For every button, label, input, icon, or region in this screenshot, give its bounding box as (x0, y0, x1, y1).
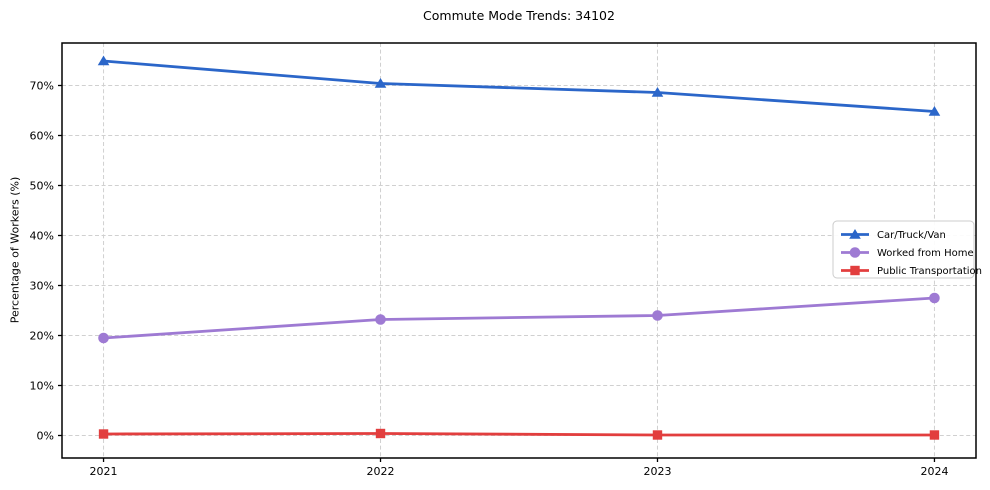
legend-label: Car/Truck/Van (877, 230, 946, 241)
square-marker (929, 430, 940, 440)
tick-label: 10% (30, 380, 54, 393)
tick-label: 60% (30, 130, 54, 143)
tick-label: 70% (30, 80, 54, 93)
legend-entry: Public Transportation (841, 265, 982, 277)
circle-marker (375, 314, 386, 325)
triangle-marker (651, 87, 664, 97)
circle-marker (849, 247, 861, 258)
series-line (102, 59, 936, 113)
tick-label: 2023 (643, 465, 671, 478)
square-marker (850, 265, 860, 276)
square-marker (652, 430, 663, 440)
chart-title: Commute Mode Trends: 34102 (423, 8, 615, 23)
series-line (102, 432, 936, 437)
legend-entry: Car/Truck/Van (841, 229, 946, 241)
tick-label: 30% (30, 280, 54, 293)
triangle-marker (374, 78, 387, 88)
series-line (102, 296, 936, 340)
square-marker (375, 428, 386, 439)
plot-frame (61, 42, 977, 459)
tick-label: 40% (30, 230, 54, 243)
legend-label: Worked from Home (877, 248, 974, 259)
series-public-transportation (98, 428, 940, 440)
legend-label: Public Transportation (877, 266, 982, 277)
triangle-marker (97, 55, 110, 66)
x-axis: 2021 2022 2023 2024 (90, 458, 948, 478)
tick-label: 2024 (920, 465, 948, 478)
legend: Car/Truck/Van Worked from Home Public Tran… (832, 220, 982, 279)
series-car-truck-van (97, 55, 941, 116)
tick-label: 2022 (367, 465, 395, 478)
series-worked-from-home (98, 292, 940, 344)
square-marker (98, 429, 109, 439)
circle-marker (98, 332, 109, 344)
tick-label: 50% (30, 180, 54, 193)
legend-entry: Worked from Home (841, 247, 974, 259)
circle-marker (652, 310, 663, 321)
tick-label: 0% (37, 430, 54, 443)
circle-marker (929, 292, 940, 304)
y-axis: 0% 10% 20% 30% 40% 50% 60% 70% (30, 80, 62, 443)
triangle-marker (849, 229, 861, 239)
y-axis-label: Percentage of Workers (%) (8, 176, 22, 324)
triangle-marker (928, 106, 941, 116)
tick-label: 20% (30, 330, 54, 343)
tick-label: 2021 (90, 465, 118, 478)
